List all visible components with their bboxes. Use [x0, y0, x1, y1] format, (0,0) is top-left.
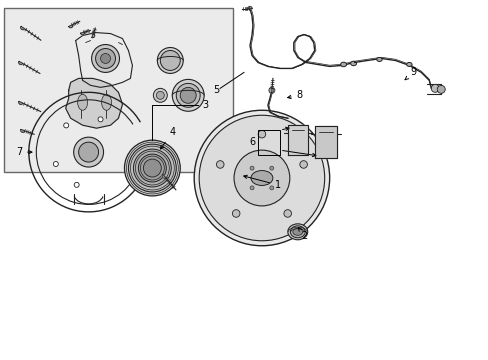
Text: 7: 7 — [16, 147, 32, 157]
Polygon shape — [287, 125, 307, 155]
Circle shape — [101, 54, 110, 63]
Circle shape — [74, 137, 103, 167]
Circle shape — [143, 159, 161, 177]
Circle shape — [269, 186, 273, 190]
Text: 2: 2 — [298, 228, 307, 241]
Ellipse shape — [290, 226, 305, 238]
Text: 5: 5 — [213, 85, 219, 95]
Text: 8: 8 — [287, 90, 302, 100]
Circle shape — [284, 210, 291, 217]
Circle shape — [216, 161, 224, 168]
Polygon shape — [81, 32, 84, 35]
Text: 6: 6 — [249, 137, 255, 147]
Circle shape — [194, 110, 329, 246]
Circle shape — [258, 130, 265, 138]
Circle shape — [232, 210, 240, 217]
Polygon shape — [162, 174, 165, 178]
Circle shape — [133, 149, 171, 187]
Bar — [4, 8, 233, 172]
Circle shape — [63, 123, 68, 128]
Circle shape — [180, 87, 196, 103]
Circle shape — [172, 80, 203, 111]
Circle shape — [124, 140, 180, 196]
Ellipse shape — [78, 94, 87, 110]
Polygon shape — [314, 126, 336, 158]
Bar — [258, 130, 279, 155]
Circle shape — [53, 162, 58, 167]
Circle shape — [153, 88, 167, 102]
Circle shape — [436, 85, 444, 93]
Polygon shape — [68, 25, 73, 28]
Circle shape — [91, 45, 119, 72]
Polygon shape — [19, 61, 23, 65]
Ellipse shape — [376, 58, 382, 62]
Ellipse shape — [250, 171, 272, 185]
Circle shape — [176, 84, 200, 107]
Polygon shape — [20, 26, 24, 30]
Circle shape — [79, 142, 99, 162]
Text: 1: 1 — [243, 175, 281, 190]
Circle shape — [157, 48, 183, 73]
Circle shape — [299, 161, 307, 168]
Ellipse shape — [406, 62, 411, 67]
Circle shape — [234, 150, 289, 206]
Circle shape — [249, 166, 254, 170]
Ellipse shape — [292, 228, 302, 235]
Circle shape — [138, 154, 166, 182]
Polygon shape — [247, 6, 252, 9]
Circle shape — [74, 183, 79, 187]
Ellipse shape — [350, 61, 356, 66]
Text: 9: 9 — [404, 67, 416, 80]
Ellipse shape — [340, 62, 346, 67]
Circle shape — [128, 144, 176, 192]
Polygon shape — [271, 88, 273, 93]
Circle shape — [268, 87, 274, 93]
Circle shape — [98, 117, 103, 122]
Ellipse shape — [102, 94, 111, 110]
Circle shape — [249, 186, 254, 190]
Polygon shape — [20, 130, 25, 132]
Circle shape — [430, 84, 438, 92]
Polygon shape — [92, 33, 95, 38]
Circle shape — [156, 91, 164, 99]
Polygon shape — [65, 78, 122, 128]
Circle shape — [95, 49, 115, 68]
Text: 3: 3 — [202, 100, 208, 110]
Text: 4: 4 — [160, 127, 175, 149]
Circle shape — [269, 166, 273, 170]
Polygon shape — [19, 102, 23, 104]
Circle shape — [199, 115, 324, 241]
Ellipse shape — [287, 224, 307, 240]
Circle shape — [160, 50, 180, 71]
